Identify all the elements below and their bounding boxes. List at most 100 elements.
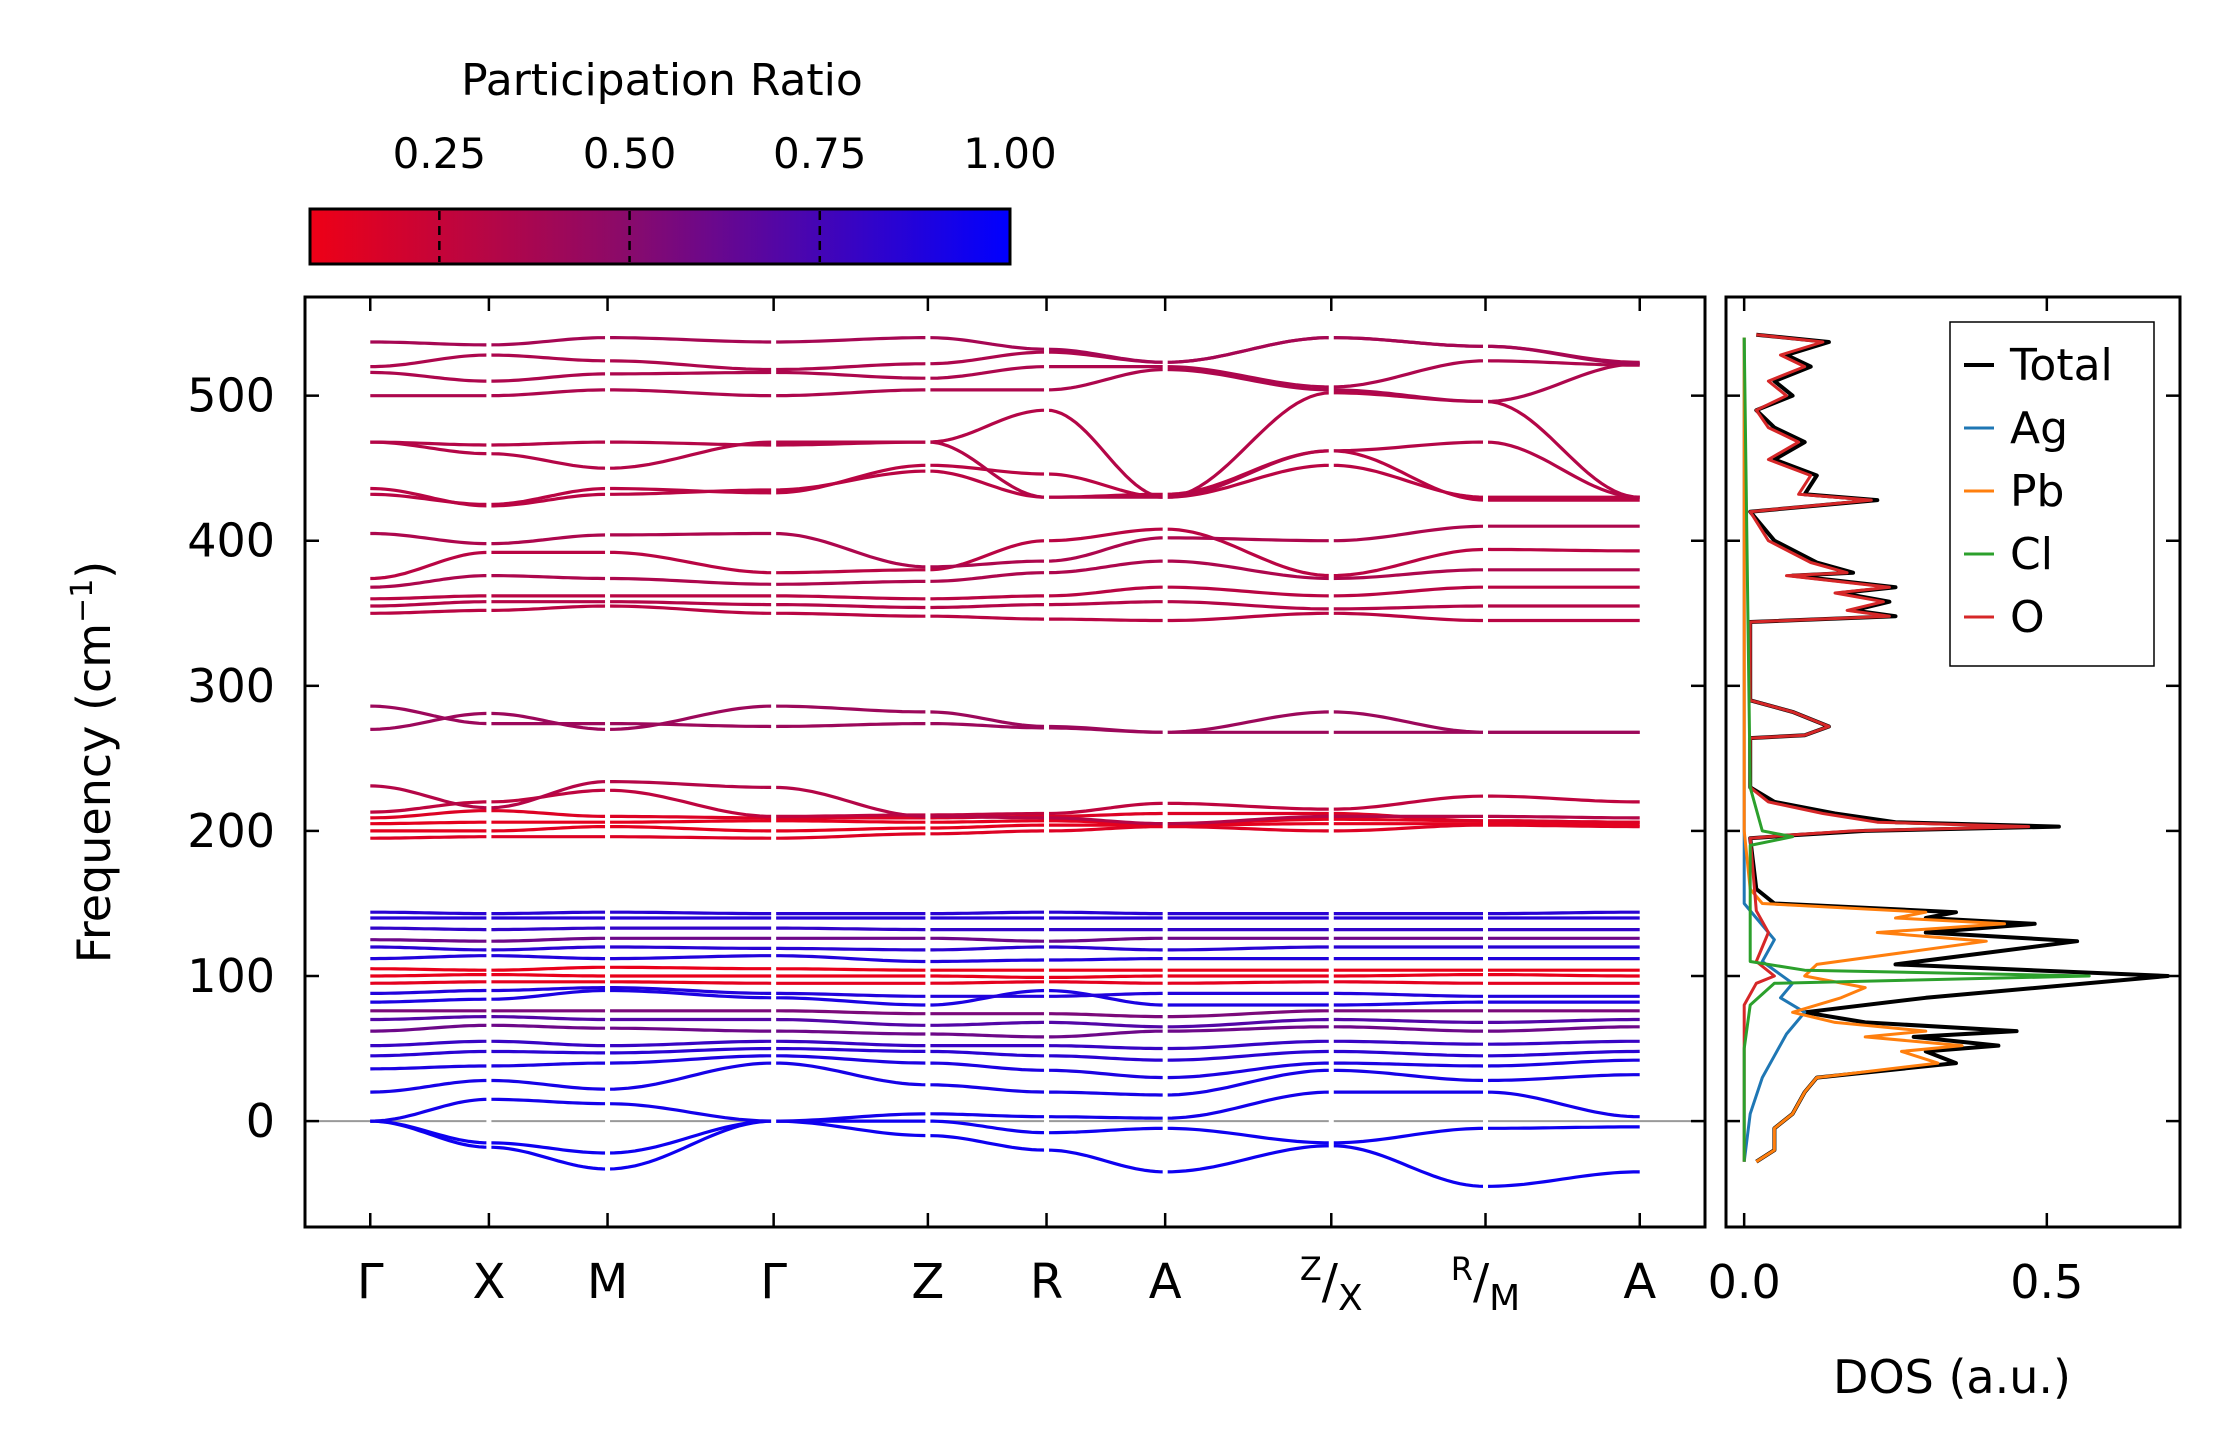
y-axis-label-main: Frequency (cm	[67, 623, 121, 963]
band-band-27-segment	[1485, 814, 1640, 820]
high-symmetry-label-sub: M	[1489, 1278, 1520, 1319]
band-band-27-segment	[488, 780, 608, 810]
segment-break	[925, 299, 931, 1225]
band-band-4-segment	[1331, 1068, 1486, 1083]
colorbar-tick-label: 0.50	[583, 129, 677, 178]
band-band-30-segment	[1046, 617, 1166, 623]
band-band-31-segment	[927, 603, 1047, 610]
band-band-26-segment	[370, 800, 489, 814]
band-band-21-segment	[1485, 910, 1640, 916]
band-band-35-segment	[1331, 524, 1486, 543]
high-symmetry-label: Z/X	[1300, 1250, 1363, 1319]
dos-y-ticks	[1726, 394, 2180, 1123]
band-band-40-segment	[607, 388, 774, 398]
band-band-2-segment	[370, 1119, 489, 1145]
band-band-3-segment	[927, 1112, 1047, 1119]
band-band-27-segment	[607, 780, 774, 789]
band-band-35-segment	[488, 533, 608, 546]
band-band-8-segment	[370, 1023, 489, 1033]
band-band-11-segment	[773, 996, 928, 1007]
band-band-32-segment	[773, 594, 928, 601]
band-band-2-segment	[1331, 1126, 1486, 1145]
segment-break	[605, 299, 611, 1225]
band-band-4-segment	[488, 1078, 608, 1091]
band-band-32-segment	[1165, 585, 1332, 598]
band-band-40-segment	[1331, 388, 1486, 404]
band-band-29-segment	[773, 722, 928, 729]
band-lines	[370, 336, 1640, 1188]
legend-label-ag: Ag	[2010, 403, 2068, 454]
high-symmetry-label: A	[1623, 1254, 1656, 1310]
band-band-33-segment	[1046, 559, 1166, 575]
band-band-1-segment	[927, 1134, 1047, 1152]
legend: Total Ag Pb Cl O	[1949, 321, 2155, 667]
band-band-2-segment	[927, 1119, 1047, 1135]
band-band-8-segment	[488, 1023, 608, 1030]
band-band-40-segment	[1165, 367, 1332, 392]
band-band-3-segment	[1165, 1090, 1332, 1120]
segment-break	[1162, 299, 1168, 1225]
band-band-35-segment	[1165, 536, 1332, 543]
band-band-41-segment	[488, 372, 608, 383]
band-band-6-segment	[1331, 1049, 1486, 1058]
band-band-35-segment	[773, 531, 928, 569]
band-band-26-segment	[1331, 794, 1486, 811]
band-band-43-segment	[773, 336, 928, 344]
band-band-40-segment	[488, 388, 608, 398]
band-band-7-segment	[773, 1039, 928, 1048]
legend-label-cl: Cl	[2010, 529, 2053, 580]
band-band-37-segment	[927, 469, 1047, 499]
band-band-8-segment	[927, 1032, 1047, 1039]
band-band-3-segment	[1046, 1115, 1166, 1120]
band-band-11-segment	[1046, 988, 1166, 1007]
dos-series-o	[1742, 333, 2031, 1162]
band-band-39-segment	[1165, 391, 1332, 499]
band-band-6-segment	[1485, 1049, 1640, 1058]
band-band-3-segment	[1485, 1090, 1640, 1119]
band-band-6-segment	[370, 1049, 489, 1058]
band-band-38-segment	[1165, 449, 1332, 499]
band-band-39-segment	[927, 408, 1047, 444]
high-symmetry-label: R/M	[1451, 1250, 1520, 1319]
band-band-5-segment	[773, 1054, 928, 1065]
y-axis-label-close: )	[67, 561, 121, 579]
band-band-15-segment	[488, 965, 608, 972]
band-band-22-segment	[1165, 825, 1332, 833]
band-band-29-segment	[1046, 726, 1166, 734]
band-band-5-segment	[1046, 1068, 1166, 1080]
legend-label-o: O	[2010, 592, 2045, 643]
band-band-12-segment	[773, 991, 928, 998]
band-band-7-segment	[1046, 1044, 1166, 1051]
band-band-26-segment	[607, 788, 774, 818]
band-band-3-segment	[370, 1097, 489, 1123]
band-band-5-segment	[488, 1061, 608, 1068]
band-band-17-segment	[1165, 945, 1332, 952]
band-band-27-segment	[370, 784, 489, 810]
band-band-23-segment	[607, 825, 774, 833]
band-band-30-segment	[773, 611, 928, 618]
band-band-17-segment	[927, 945, 1047, 952]
band-band-7-segment	[607, 1039, 774, 1048]
band-band-43-segment	[370, 340, 489, 347]
band-band-29-segment	[370, 704, 489, 726]
band-band-30-segment	[607, 604, 774, 615]
band-band-4-segment	[773, 1061, 928, 1087]
band-band-15-segment	[370, 967, 489, 972]
band-band-33-segment	[370, 574, 489, 589]
band-band-16-segment	[607, 954, 774, 961]
band-band-26-segment	[1046, 801, 1166, 816]
band-band-42-segment	[927, 350, 1047, 366]
band-band-16-segment	[370, 954, 489, 961]
band-band-6-segment	[1165, 1049, 1332, 1062]
band-band-13-segment	[607, 980, 774, 985]
dos-x-tick-label: 0.0	[1708, 1255, 1781, 1309]
band-band-3-segment	[488, 1097, 608, 1106]
segment-break	[1328, 299, 1334, 1225]
band-band-9-segment	[488, 1015, 608, 1022]
band-band-18-segment	[370, 938, 489, 943]
y-tick-label: 300	[187, 659, 275, 713]
band-band-11-segment	[488, 988, 608, 1001]
band-band-30-segment	[1165, 611, 1332, 623]
band-band-37-segment	[488, 492, 608, 508]
band-band-39-segment	[1485, 399, 1640, 499]
